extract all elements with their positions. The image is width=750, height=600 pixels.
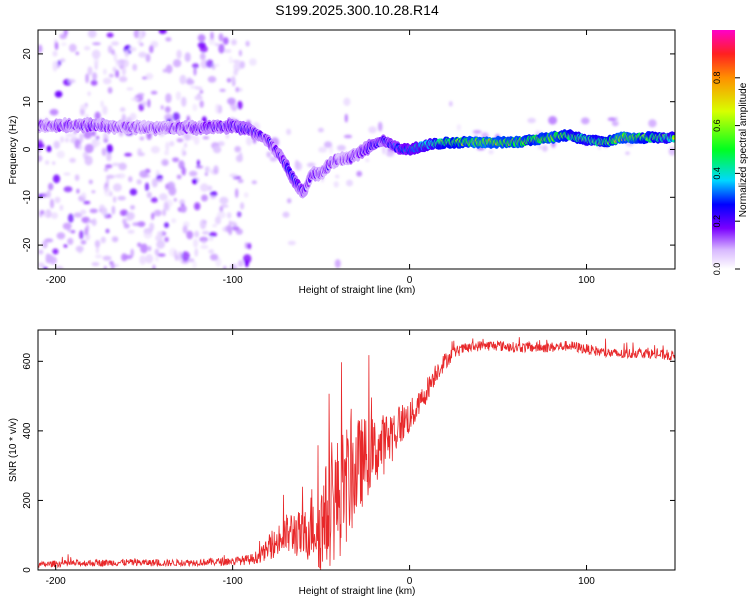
colorbar-ticks: 0.0 0.2 0.4 0.6 0.8 <box>712 72 740 276</box>
spectrogram-ytick-label: 20 <box>22 48 33 60</box>
spectrogram-ylabel: Frequency (Hz) <box>8 116 19 185</box>
snr-ytick-label: 400 <box>22 422 33 439</box>
snr-xtick-label: 0 <box>407 576 413 587</box>
colorbar-tick-label: 0.4 <box>712 167 722 180</box>
spectrogram-xtick-label: 0 <box>407 275 413 286</box>
colorbar-tick-label: 0.2 <box>712 215 722 228</box>
colorbar-tick-label: 0.6 <box>712 119 722 132</box>
colorbar-gradient <box>712 30 735 269</box>
snr-ytick-label: 0 <box>22 567 33 573</box>
snr-ticks: -200 -100 0 100 0 200 400 600 <box>22 330 675 587</box>
spectrogram-content <box>38 30 675 269</box>
colorbar-tick-label: 0.0 <box>712 263 722 276</box>
snr-xlabel: Height of straight line (km) <box>299 586 416 597</box>
snr-xtick-label: -200 <box>46 576 66 587</box>
snr-frame <box>37 329 676 571</box>
snr-content <box>38 337 675 570</box>
colorbar: 0.0 0.2 0.4 0.6 0.8 Normalized spectral ampl… <box>712 30 749 275</box>
spectrogram-xtick-label: 100 <box>578 275 595 286</box>
spectrogram-ytick-label: 10 <box>22 96 33 108</box>
spectrogram-ridge <box>38 116 675 199</box>
spectrogram-ytick-label: 0 <box>22 146 33 152</box>
snr-ytick-label: 600 <box>22 353 33 370</box>
spectrogram-xtick-label: -200 <box>46 275 66 286</box>
snr-ylabel: SNR (10 * v/v) <box>8 418 19 482</box>
spectrogram-xtick-label: -100 <box>223 275 243 286</box>
snr-ytick-label: 200 <box>22 492 33 509</box>
snr-panel: -200 -100 0 100 0 200 400 600 Height of straigh… <box>8 329 676 597</box>
colorbar-label: Normalized spectral amplitude <box>738 82 749 217</box>
snr-series-line <box>38 337 675 570</box>
snr-xtick-label: -100 <box>223 576 243 587</box>
spectrogram-ytick-label: -20 <box>22 237 33 252</box>
spectrogram-noise <box>38 30 675 269</box>
chart-title: S199.2025.300.10.28.R14 <box>275 2 439 18</box>
colorbar-tick-label: 0.8 <box>712 72 722 85</box>
snr-xtick-label: 100 <box>578 576 595 587</box>
spectrogram-xlabel: Height of straight line (km) <box>299 285 416 296</box>
spectrogram-ytick-label: -10 <box>22 190 33 205</box>
